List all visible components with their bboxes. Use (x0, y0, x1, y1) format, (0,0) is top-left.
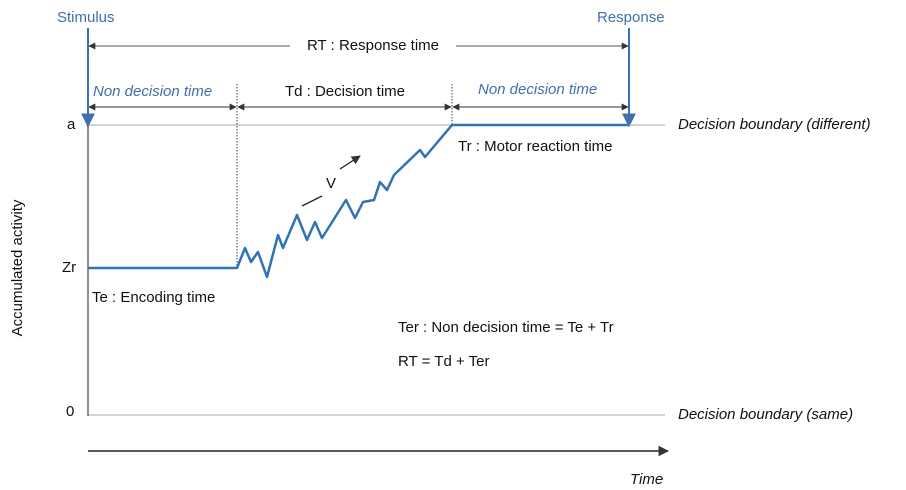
decision-time: Td : Decision time (285, 83, 405, 100)
y-axis-label: Accumulated activity (9, 199, 26, 336)
drift-arrow (339, 155, 361, 170)
accumulation-path (88, 123, 629, 279)
boundary-same: Decision boundary (same) (678, 406, 853, 423)
rt-equation: RT = Td + Ter (398, 353, 489, 370)
motor-time: Tr : Motor reaction time (458, 138, 612, 155)
rt-label: RT : Response time (307, 37, 439, 54)
level-zero: 0 (66, 403, 74, 420)
boundary-different: Decision boundary (different) (678, 116, 871, 133)
encoding-time: Te : Encoding time (92, 289, 215, 306)
level-zr: Zr (62, 259, 76, 276)
level-a: a (67, 116, 76, 133)
ter-equation: Ter : Non decision time = Te + Tr (398, 319, 614, 336)
drift-line (301, 195, 323, 207)
stimulus-label: Stimulus (57, 9, 115, 26)
non-decision-right: Non decision time (478, 81, 597, 98)
non-decision-left: Non decision time (93, 83, 212, 100)
response-label: Response (597, 9, 665, 26)
x-axis-label: Time (630, 471, 663, 488)
drift-label: V (326, 175, 336, 192)
